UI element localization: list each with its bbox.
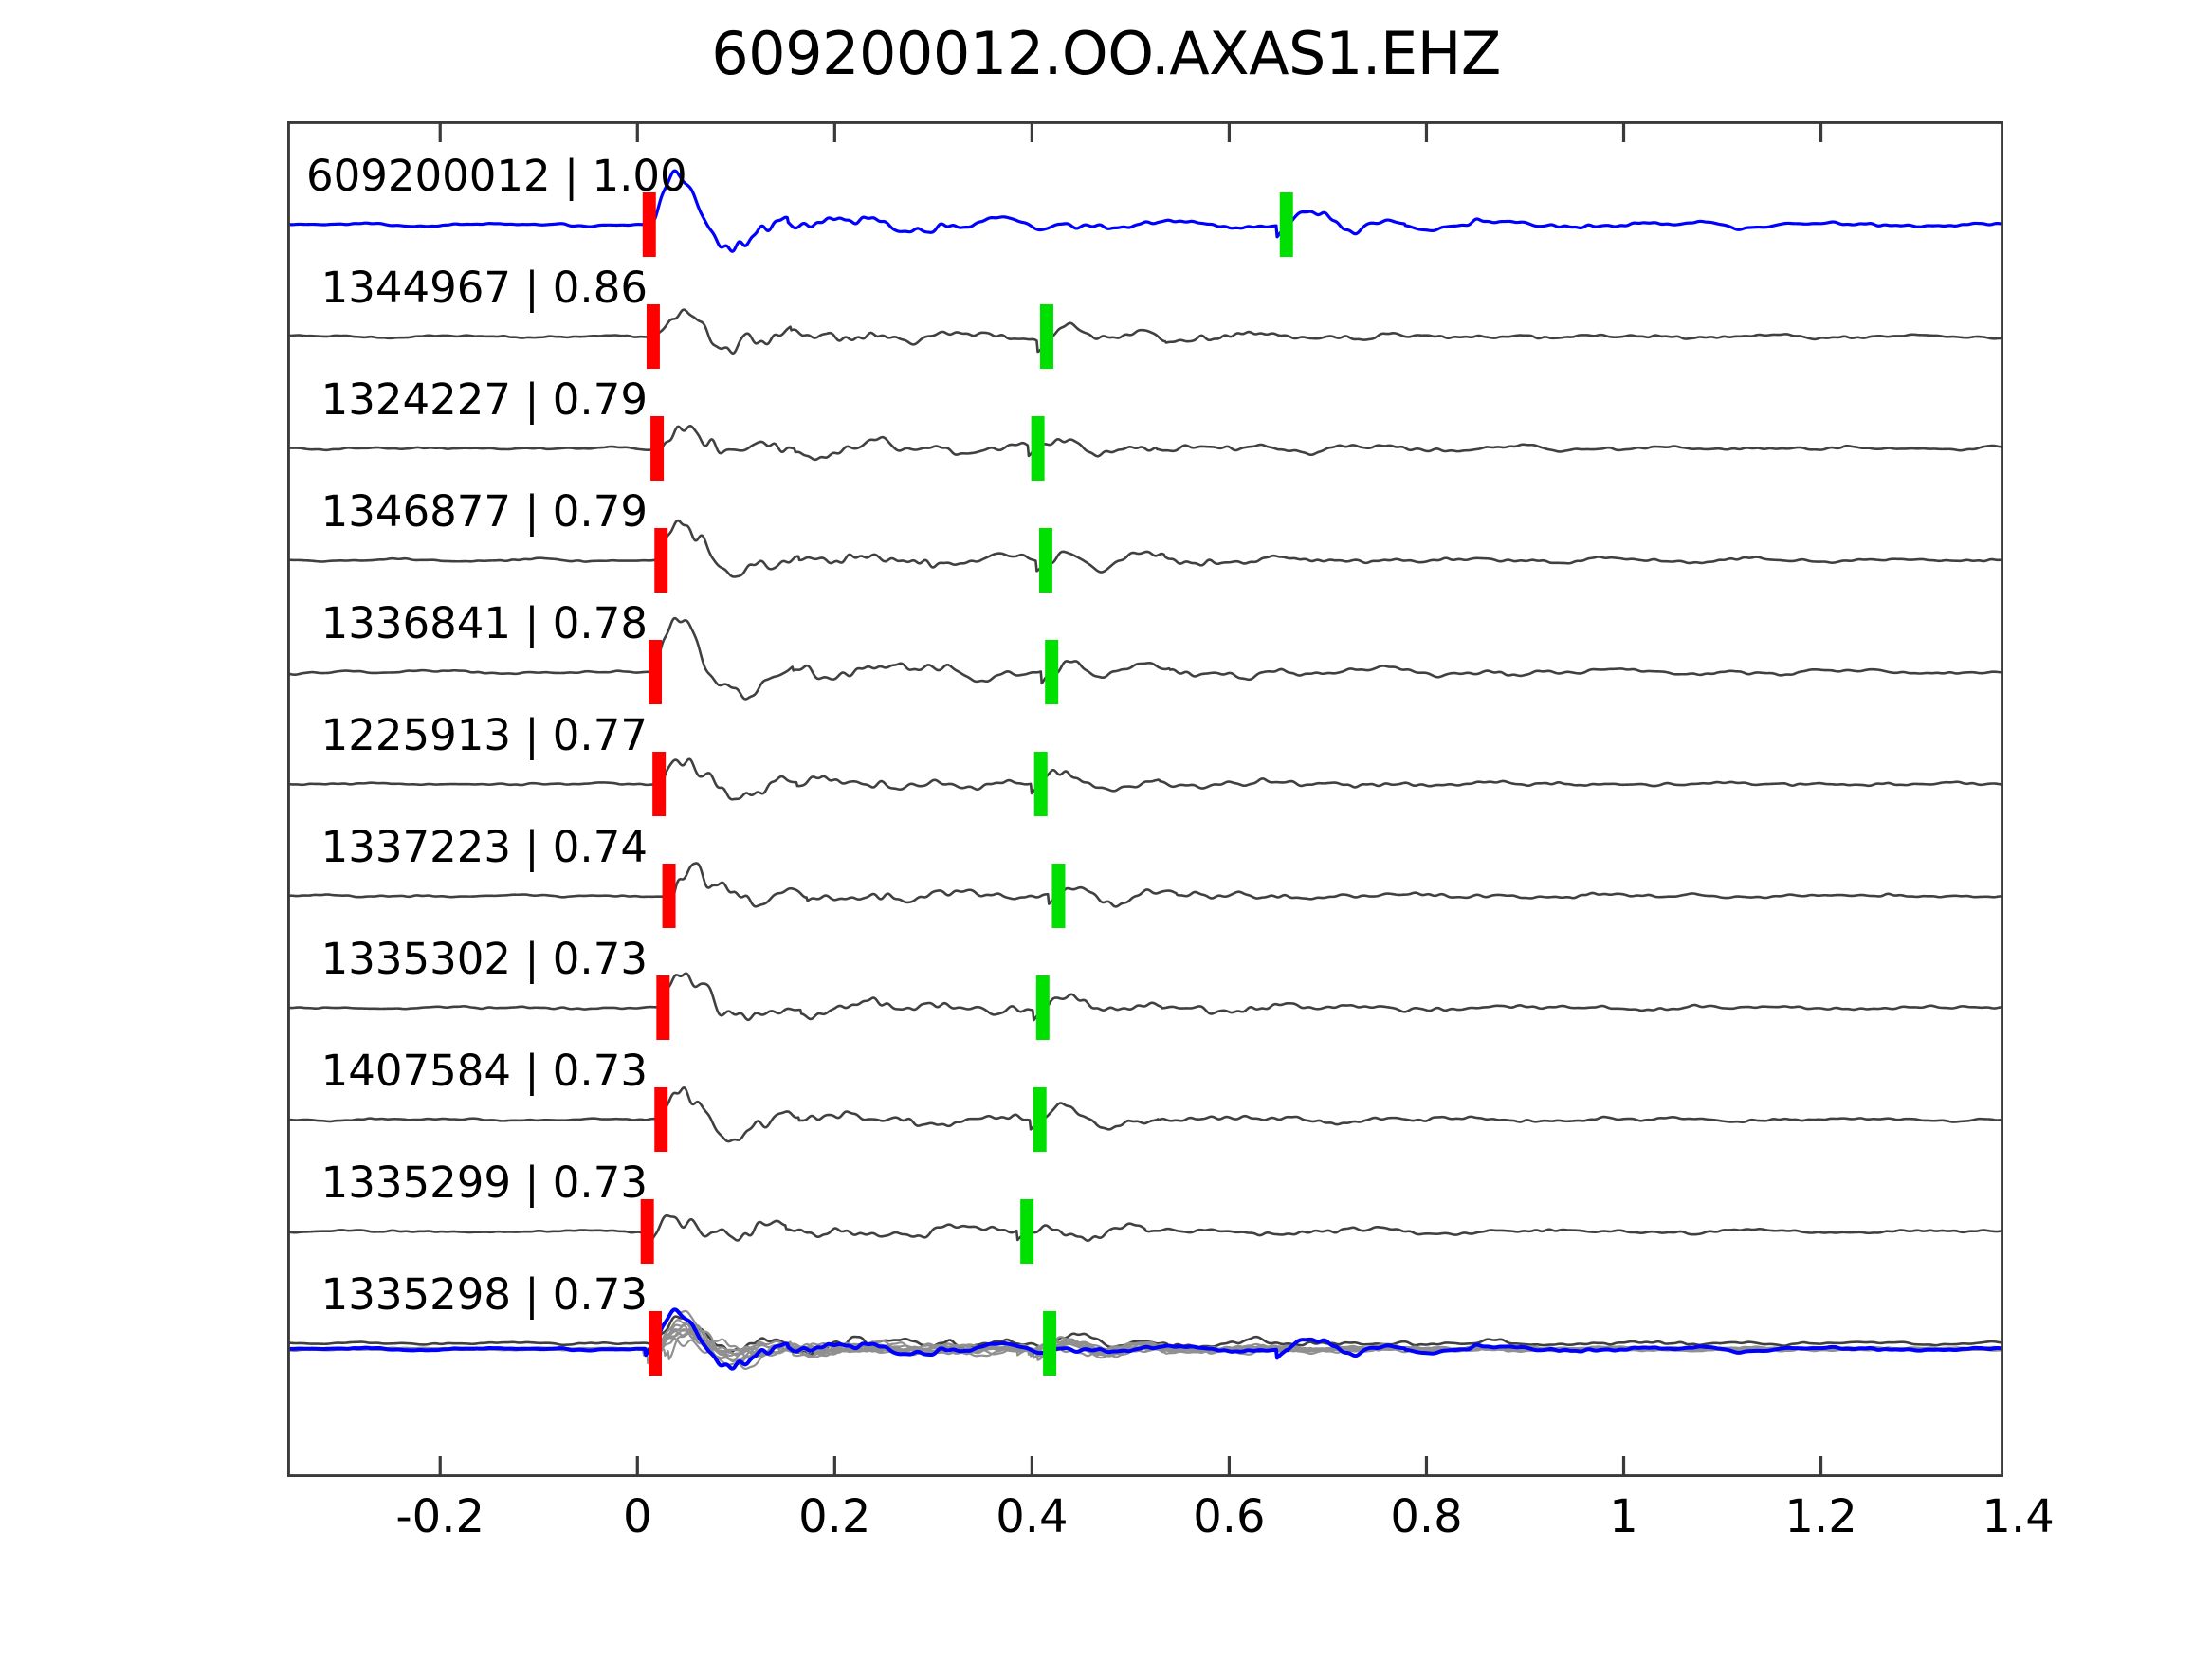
template-waveform xyxy=(287,169,2003,253)
s-pick-marker-1225913 xyxy=(1033,752,1048,816)
p-pick-marker-1335298 xyxy=(649,1311,663,1376)
s-pick-marker-1324227 xyxy=(1031,416,1045,481)
detection-waveform xyxy=(287,757,2003,801)
p-pick-marker-609200012 xyxy=(642,192,656,257)
plot-area: 609200012 | 1.00 1344967 | 0.86 1324227 | … xyxy=(287,121,2003,1477)
p-pick-marker-1337223 xyxy=(662,864,676,928)
p-pick-marker-1344967 xyxy=(646,304,660,369)
detection-waveform xyxy=(287,972,2003,1022)
s-pick-marker-1335299 xyxy=(1020,1199,1034,1264)
page-title: 609200012.OO.AXAS1.EHZ xyxy=(711,19,1501,88)
x-tick-label-1.4: 1.4 xyxy=(1982,1490,2055,1543)
x-tick-label-0.2: 0.2 xyxy=(798,1490,871,1543)
trace-row-1337223 xyxy=(287,862,2003,912)
trace-row-1324227 xyxy=(287,424,2003,462)
s-pick-marker-1337223 xyxy=(1051,864,1066,928)
detection-waveform xyxy=(287,519,2003,578)
p-pick-marker-1225913 xyxy=(652,752,667,816)
s-pick-marker-1346877 xyxy=(1038,528,1052,592)
detection-waveform xyxy=(287,424,2003,462)
trace-row-1335302 xyxy=(287,972,2003,1022)
trace-row-1335299 xyxy=(287,1213,2003,1253)
p-pick-marker-1335299 xyxy=(640,1199,654,1264)
x-tick-label-0.6: 0.6 xyxy=(1193,1490,1266,1543)
s-pick-marker-1335302 xyxy=(1035,975,1050,1040)
s-pick-marker-1336841 xyxy=(1045,640,1059,704)
p-pick-marker-1335302 xyxy=(656,975,670,1040)
p-pick-marker-1336841 xyxy=(649,640,663,704)
x-tick-label-0: 0 xyxy=(623,1490,652,1543)
trace-row-1407584 xyxy=(287,1086,2003,1143)
x-tick-label-0.8: 0.8 xyxy=(1390,1490,1463,1543)
detection-waveform xyxy=(287,1086,2003,1143)
axes-frame xyxy=(287,121,2003,1477)
trace-row-1336841 xyxy=(287,616,2003,701)
x-tick-label--0.2: -0.2 xyxy=(395,1490,485,1543)
trace-row-1346877 xyxy=(287,519,2003,578)
detection-waveform xyxy=(287,862,2003,912)
s-pick-marker-1335298 xyxy=(1043,1311,1057,1376)
trace-row-609200012 xyxy=(287,169,2003,253)
stack-reference-trace xyxy=(287,1307,2003,1371)
detection-waveform xyxy=(287,616,2003,701)
x-tick-label-1: 1 xyxy=(1609,1490,1638,1543)
stack-overlay-panel xyxy=(287,1307,2003,1371)
s-pick-marker-1407584 xyxy=(1033,1087,1047,1152)
p-pick-marker-1407584 xyxy=(654,1087,668,1152)
x-tick-label-0.4: 0.4 xyxy=(996,1490,1069,1543)
detection-waveform xyxy=(287,308,2003,356)
trace-row-1344967 xyxy=(287,308,2003,356)
trace-row-1225913 xyxy=(287,757,2003,801)
s-pick-marker-609200012 xyxy=(1279,192,1293,257)
x-axis-tick-labels: -0.2 0 0.2 0.4 0.6 0.8 1 1.2 1.4 xyxy=(287,1490,2054,1557)
s-pick-marker-1344967 xyxy=(1039,304,1053,369)
detection-waveform xyxy=(287,1213,2003,1253)
stack-trace-1336841 xyxy=(287,1308,2003,1370)
waveform-canvas xyxy=(287,121,2003,1477)
p-pick-marker-1346877 xyxy=(654,528,668,592)
x-tick-label-1.2: 1.2 xyxy=(1784,1490,1857,1543)
p-pick-marker-1324227 xyxy=(650,416,665,481)
